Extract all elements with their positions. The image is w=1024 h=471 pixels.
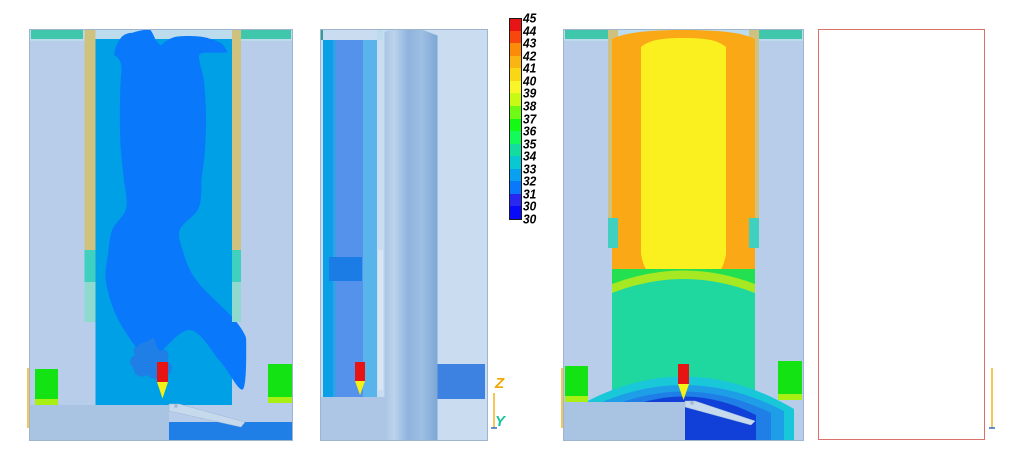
svg-text:Z: Z bbox=[494, 375, 505, 392]
svg-text:Y: Y bbox=[495, 413, 507, 430]
